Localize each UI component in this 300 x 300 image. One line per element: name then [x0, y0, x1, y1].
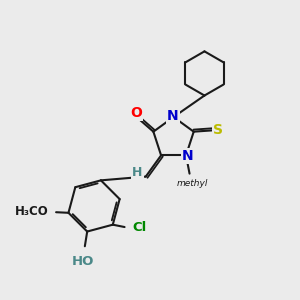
Text: N: N [182, 149, 193, 163]
Text: HO: HO [72, 254, 94, 268]
Text: H₃CO: H₃CO [15, 205, 49, 218]
Text: methyl: methyl [176, 179, 208, 188]
Text: N: N [167, 109, 179, 123]
Text: Cl: Cl [132, 220, 146, 233]
Text: O: O [130, 106, 142, 120]
Text: H: H [132, 166, 143, 179]
Text: S: S [214, 123, 224, 136]
